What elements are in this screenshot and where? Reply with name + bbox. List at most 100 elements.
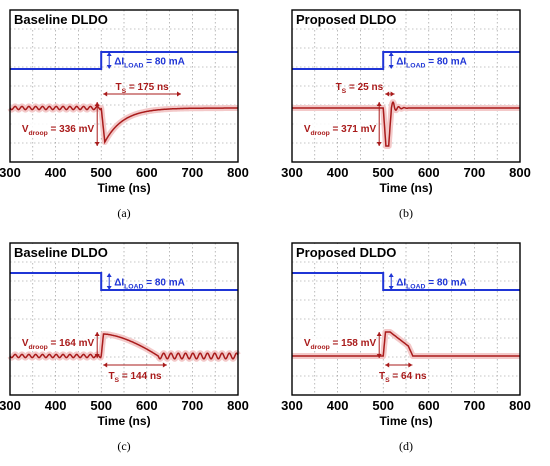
ts-label: TS = 64 ns: [379, 371, 427, 384]
ts-label-value: = 144 ns: [119, 371, 162, 382]
x-axis-label: Time (ns): [97, 181, 150, 195]
chart-title: Baseline DLDO: [14, 245, 108, 260]
load-current-trace: [10, 272, 238, 291]
delta-iload-label: ΔILOAD = 80 mA: [396, 278, 467, 291]
x-axis-label: Time (ns): [379, 181, 432, 195]
ts-arrow-head-right: [177, 91, 181, 97]
vdroop-label-bg: [12, 336, 94, 351]
vdroop-label: Vdroop = 164 mV: [22, 338, 95, 351]
delta-arrow-head-top: [106, 273, 112, 277]
x-tick-label: 700: [182, 398, 204, 413]
chart-title: Proposed DLDO: [296, 12, 396, 27]
plot-frame: [9, 9, 239, 163]
delta-arrow-head-bottom: [388, 286, 394, 290]
vdroop-label-sub: droop: [311, 130, 330, 137]
x-tick-label: 400: [327, 165, 349, 180]
title-bg: [293, 244, 395, 261]
title-bg: [293, 11, 395, 28]
ts-label: TS = 25 ns: [336, 82, 384, 95]
load-current-trace: [10, 51, 238, 70]
x-tick-label: 300: [281, 398, 303, 413]
vout-trace: [9, 333, 239, 360]
ts-arrow-head-left: [385, 362, 390, 368]
delta-arrow-head-bottom: [106, 65, 112, 69]
ts-label-sub: S: [122, 88, 127, 95]
delta-iload-label: ΔILOAD = 80 mA: [114, 57, 185, 70]
vdroop-label-sub: droop: [311, 344, 330, 351]
ts-label-label: T: [336, 82, 342, 93]
vdroop-arrow-head-bottom: [376, 142, 382, 146]
vout-trace: [292, 331, 520, 357]
x-tick-label: 600: [136, 165, 158, 180]
chart-title: Baseline DLDO: [14, 12, 108, 27]
vdroop-arrow-head-top: [94, 332, 100, 336]
x-tick-label: 700: [182, 165, 204, 180]
x-tick-label: 500: [90, 165, 112, 180]
delta-iload-label-value: = 80 mA: [143, 57, 184, 68]
ts-label: TS = 175 ns: [116, 82, 170, 95]
plot-frame: [291, 9, 521, 163]
ts-label-sub: S: [342, 88, 347, 95]
vdroop-label: Vdroop = 336 mV: [22, 124, 95, 137]
x-axis-label: Time (ns): [379, 414, 432, 428]
delta-iload-label-value: = 80 mA: [425, 57, 466, 68]
vdroop-label: Vdroop = 371 mV: [304, 124, 377, 137]
ts-label-value: = 175 ns: [126, 82, 169, 93]
plot-frame: [291, 242, 521, 396]
ts-label-label: T: [379, 371, 385, 382]
ts-arrow-head-left: [385, 91, 390, 97]
vdroop-label-value: = 371 mV: [330, 124, 377, 135]
vdroop-arrow-head-top: [376, 332, 382, 336]
x-tick-label: 300: [281, 165, 303, 180]
vout-trace: [9, 105, 238, 145]
x-tick-label: 500: [372, 165, 394, 180]
x-tick-label: 800: [227, 165, 249, 180]
ts-label-label: T: [108, 371, 114, 382]
x-tick-label: 600: [418, 165, 440, 180]
panel-b: ΔILOAD = 80 mA Vdroop = 371 mV TS = 25 ns P…: [281, 9, 531, 220]
x-tick-label: 800: [509, 398, 531, 413]
title-bg: [11, 11, 113, 28]
x-tick-label: 800: [509, 165, 531, 180]
delta-arrow-head-top: [388, 273, 394, 277]
x-tick-label: 700: [464, 398, 486, 413]
panel-c: ΔILOAD = 80 mA Vdroop = 164 mV TS = 144 ns…: [0, 242, 249, 453]
vdroop-arrow-head-top: [94, 102, 100, 106]
panel-d: ΔILOAD = 80 mA Vdroop = 158 mV TS = 64 ns P…: [281, 242, 531, 453]
vdroop-label-value: = 158 mV: [330, 338, 377, 349]
vdroop-label-value: = 164 mV: [48, 338, 95, 349]
ts-label: TS = 144 ns: [108, 371, 162, 384]
ts-arrow-head-right: [408, 362, 413, 368]
ts-label-sub: S: [115, 377, 120, 384]
delta-arrow-head-top: [106, 52, 112, 56]
x-tick-label: 500: [372, 398, 394, 413]
vdroop-label-bg: [294, 336, 376, 351]
delta-arrow-head-top: [388, 52, 394, 56]
vdroop-label-label: V: [304, 124, 311, 135]
delta-iload-label-sub: LOAD: [406, 63, 425, 70]
delta-iload-label-label: ΔI: [114, 278, 124, 289]
delta-iload-label-label: ΔI: [396, 278, 406, 289]
load-current-trace: [292, 51, 520, 70]
x-tick-label: 400: [45, 165, 67, 180]
delta-iload-label-sub: LOAD: [406, 284, 425, 291]
x-tick-label: 600: [136, 398, 158, 413]
vdroop-arrow-head-bottom: [376, 354, 382, 358]
vdroop-label-sub: droop: [29, 344, 48, 351]
x-tick-label: 500: [90, 398, 112, 413]
x-tick-label: 800: [227, 398, 249, 413]
vdroop-label: Vdroop = 158 mV: [304, 338, 377, 351]
x-tick-label: 400: [327, 398, 349, 413]
ts-arrow-head-left: [103, 91, 108, 97]
ts-arrow-head-right: [162, 362, 167, 368]
delta-iload-label: ΔILOAD = 80 mA: [114, 278, 185, 291]
delta-iload-label-label: ΔI: [396, 57, 406, 68]
vdroop-label-bg: [12, 122, 94, 137]
ts-label-sub: S: [385, 377, 390, 384]
x-tick-label: 600: [418, 398, 440, 413]
ts-label-value: = 64 ns: [390, 371, 427, 382]
panel-a: ΔILOAD = 80 mA Vdroop = 336 mV TS = 175 ns…: [0, 9, 249, 220]
vdroop-arrow-head-bottom: [94, 354, 100, 358]
delta-iload-label-label: ΔI: [114, 57, 124, 68]
